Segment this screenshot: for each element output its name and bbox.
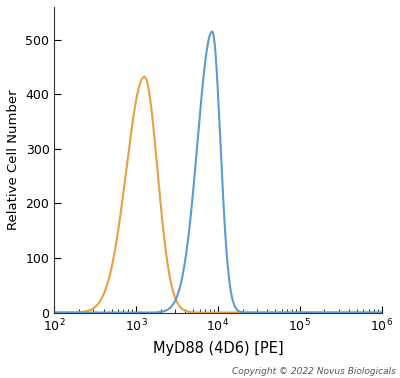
Y-axis label: Relative Cell Number: Relative Cell Number xyxy=(7,90,20,230)
Text: Copyright © 2022 Novus Biologicals: Copyright © 2022 Novus Biologicals xyxy=(232,367,396,376)
X-axis label: MyD88 (4D6) [PE]: MyD88 (4D6) [PE] xyxy=(153,341,283,356)
